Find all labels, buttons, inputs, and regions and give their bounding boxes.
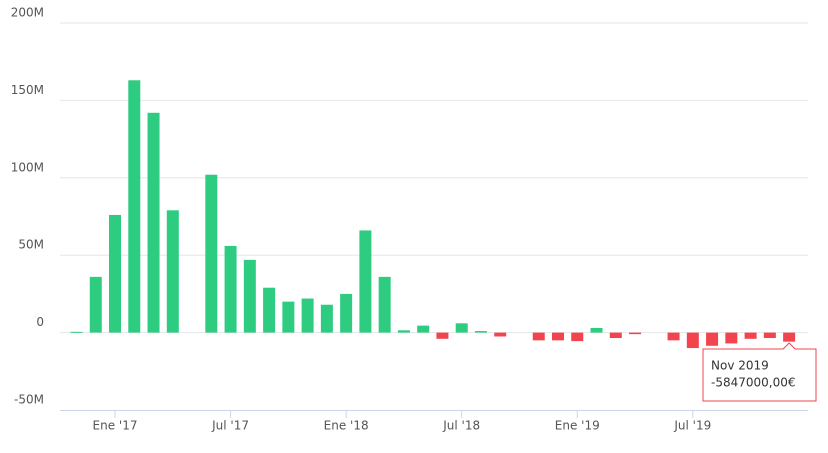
bar [763,332,776,339]
x-tick-label: Ene '19 [555,419,600,433]
bar [706,332,719,346]
bar [455,323,468,333]
x-tick-label: Jul '19 [673,419,711,433]
y-tick-label: 0 [36,315,44,329]
bar [282,301,295,333]
bar [590,327,603,333]
bar [301,298,314,333]
bar [89,276,102,333]
bar [397,330,410,333]
bar [436,332,449,339]
y-tick-label: 50M [18,238,44,252]
bar [609,332,622,339]
y-tick-label: 100M [11,160,44,174]
bar [667,332,680,341]
bar [417,325,430,333]
x-tick-label: Ene '17 [93,419,138,433]
bar [494,332,507,337]
bar [744,332,757,339]
bar [243,259,256,333]
bar [725,332,738,344]
bar [263,287,276,333]
tooltip-box [702,342,817,402]
bar [320,304,333,333]
bar [378,276,391,333]
tooltip-label: Nov 2019 [711,359,769,373]
bar [474,331,487,333]
bar [128,80,141,333]
bar [532,332,545,341]
bar [109,214,122,333]
y-tick-label: 200M [11,6,44,20]
bar [552,332,564,341]
bar [686,332,699,349]
bar [783,332,796,342]
x-tick-label: Jul '17 [211,419,249,433]
bar [166,210,179,333]
bar [359,230,372,333]
bar [70,331,83,333]
bar [224,245,237,333]
x-tick-label: Ene '18 [324,419,369,433]
y-tick-label: -50M [14,393,44,407]
bar [147,112,160,333]
bar [571,332,584,342]
bar [340,293,353,333]
bar [205,174,218,333]
tooltip-value: -5847000,00€ [711,376,796,390]
x-tick-label: Jul '18 [442,419,480,433]
y-tick-label: 150M [11,83,44,97]
bar [629,332,642,335]
tooltip: Nov 2019 -5847000,00€ [702,342,817,402]
